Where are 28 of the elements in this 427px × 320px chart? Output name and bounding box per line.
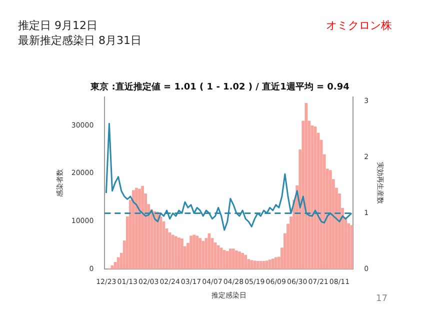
bar <box>171 234 174 270</box>
bar <box>153 211 156 270</box>
bar <box>196 236 199 270</box>
bar <box>350 225 354 270</box>
text: 最新推定感染日 8月31日 <box>18 33 142 48</box>
bar <box>180 238 184 270</box>
bar <box>271 258 274 270</box>
bar <box>228 248 232 270</box>
bar <box>226 251 229 270</box>
bar <box>244 254 248 270</box>
bar <box>250 260 254 270</box>
bar <box>268 260 272 270</box>
bar <box>274 257 278 270</box>
bar <box>304 103 308 270</box>
text: 17 <box>376 294 388 304</box>
bar <box>253 260 256 270</box>
bar <box>202 240 205 270</box>
bar <box>247 259 250 270</box>
bar <box>328 170 332 270</box>
bar <box>168 232 172 270</box>
bar <box>222 250 226 270</box>
text: 推定日 9月12日 <box>18 18 98 33</box>
bar <box>174 236 178 270</box>
chart-title: 東京 :直近推定値 = 1.01 ( 1 - 1.02 ) / 直近1週平均 = 0.94 <box>90 82 350 93</box>
bar <box>198 238 202 270</box>
bar <box>177 238 180 270</box>
bar <box>220 248 223 270</box>
text: オミクロン株 <box>326 18 392 33</box>
